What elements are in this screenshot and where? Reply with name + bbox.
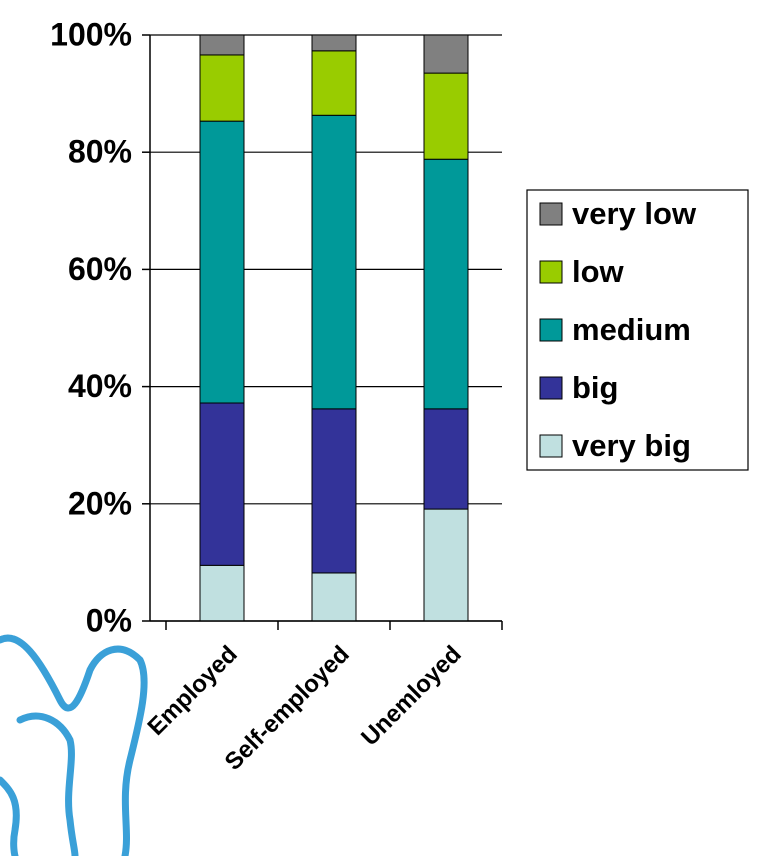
bar-segment	[423, 508, 469, 622]
bar-segment	[311, 408, 357, 574]
y-tick-label: 80%	[68, 134, 132, 170]
bar-segment	[199, 564, 245, 622]
legend-swatch	[539, 434, 563, 458]
legend-swatch	[539, 376, 563, 400]
bar-segment	[311, 114, 357, 410]
legend-label: low	[572, 254, 625, 289]
y-tick-label: 100%	[50, 16, 132, 52]
bar-segment	[423, 408, 469, 510]
legend-swatch	[539, 202, 563, 226]
decoration	[0, 634, 148, 856]
y-tick-label: 60%	[68, 251, 132, 287]
legend-label: medium	[572, 312, 691, 347]
legend-swatch	[539, 260, 563, 284]
y-tick-label: 40%	[68, 368, 132, 404]
bar-segment	[199, 402, 245, 566]
legend-label: very low	[572, 196, 697, 231]
legend-label: very big	[572, 428, 691, 463]
x-tick-label: Employed	[143, 641, 243, 741]
y-tick-label: 20%	[68, 485, 132, 521]
y-tick-label: 0%	[86, 602, 132, 638]
bar-segment	[423, 34, 469, 74]
legend-swatch	[539, 318, 563, 342]
bar-segment	[311, 572, 357, 622]
bar-segment	[423, 158, 469, 410]
bar-segment	[199, 34, 245, 56]
bar-segment	[311, 34, 357, 52]
bar-segment	[199, 54, 245, 122]
bar-segment	[199, 120, 245, 404]
bar-segment	[311, 50, 357, 116]
x-tick-label: Unemloyed	[356, 641, 467, 752]
legend-box	[526, 189, 749, 471]
bar-segment	[423, 72, 469, 160]
legend-label: big	[572, 370, 619, 405]
